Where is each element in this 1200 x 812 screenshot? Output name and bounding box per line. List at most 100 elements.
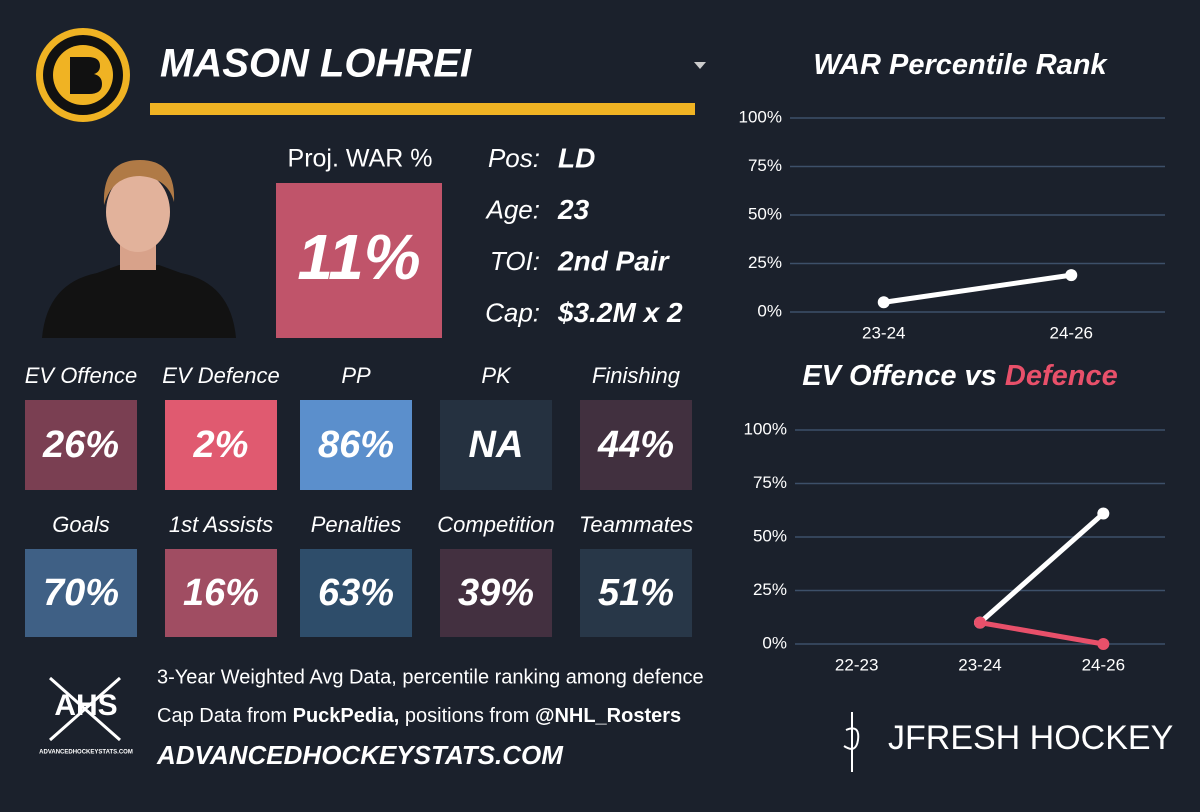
tile-box — [300, 549, 412, 637]
tile-value: 86% — [318, 424, 394, 466]
y-tick-label: 100% — [739, 107, 782, 126]
info-label: Age: — [485, 194, 541, 224]
tile-box — [440, 400, 552, 490]
tile-label: Teammates — [579, 512, 693, 537]
tile-label: PP — [341, 363, 371, 388]
tile-box — [300, 400, 412, 490]
name-underline — [150, 103, 695, 115]
x-tick-label: 22-23 — [835, 655, 878, 674]
credit-part: @NHL_Rosters — [535, 705, 681, 727]
series-line — [979, 620, 1104, 647]
credit-part: positions from — [399, 705, 535, 727]
info-value: 2nd Pair — [557, 245, 671, 276]
charts: WAR Percentile Rank 0% 25% 50% 75% 100% 23-24 2… — [739, 49, 1165, 674]
tile-box — [165, 400, 277, 490]
series-point — [1065, 269, 1078, 282]
chart-title-highlight: Defence — [1005, 360, 1118, 392]
tile-label: Penalties — [311, 512, 402, 537]
tile-value: 70% — [43, 572, 119, 614]
stat-tiles: EV Offence 26% EV Defence 2% PP 86% PK NA Finish… — [25, 363, 693, 637]
info-label: Pos: — [488, 143, 540, 173]
tile-value: 63% — [318, 572, 394, 614]
player-photo — [40, 150, 240, 338]
y-tick-label: 25% — [753, 580, 787, 599]
y-tick-label: 0% — [762, 633, 787, 652]
tile-value: 2% — [193, 424, 249, 466]
series-point — [1097, 507, 1110, 520]
tile-value: 39% — [458, 572, 534, 614]
tile-box — [440, 549, 552, 637]
photo-hair — [103, 160, 175, 205]
tile-label: Finishing — [592, 363, 681, 388]
footer-note: 3-Year Weighted Avg Data, percentile ran… — [157, 666, 704, 688]
footer-credits: Cap Data from PuckPedia, positions from … — [157, 705, 681, 727]
x-tick-label: 23-24 — [958, 655, 1001, 674]
jfresh-brand: JFRESH HOCKEY — [843, 712, 1173, 772]
y-tick-label: 50% — [748, 204, 782, 223]
tile-label: EV Defence — [162, 363, 279, 388]
y-tick-label: 75% — [753, 473, 787, 492]
series-line — [978, 511, 1105, 625]
tile-box — [25, 549, 137, 637]
tile-label: EV Offence — [25, 363, 138, 388]
tile-value: NA — [469, 424, 524, 466]
info-value: 23 — [557, 194, 590, 225]
tile-value: 16% — [183, 572, 259, 614]
logo-mark — [70, 57, 102, 94]
y-tick-label: 50% — [753, 526, 787, 545]
tile-label: 1st Assists — [169, 512, 273, 537]
info-value: $3.2M x 2 — [557, 297, 683, 328]
tile-value: 44% — [597, 424, 674, 466]
footer-site: ADVANCEDHOCKEYSTATS.COM — [156, 740, 564, 770]
photo-jersey — [42, 265, 236, 338]
ahs-logo-sub: ADVANCEDHOCKEYSTATS.COM — [39, 750, 133, 756]
series-point — [974, 616, 986, 629]
chart-title: WAR Percentile Rank — [813, 49, 1108, 81]
series-point — [877, 296, 890, 309]
brand-text: JFRESH HOCKEY — [888, 719, 1173, 757]
chart: WAR Percentile Rank 0% 25% 50% 75% 100% 23-24 2… — [739, 49, 1165, 342]
tile-box — [165, 549, 277, 637]
y-tick-label: 0% — [757, 301, 782, 320]
tile-label: PK — [481, 363, 512, 388]
info-label: Cap: — [485, 297, 540, 327]
team-logo — [36, 28, 130, 122]
proj-war-box — [276, 183, 442, 338]
tile-value: 26% — [42, 424, 119, 466]
credit-part: PuckPedia, — [293, 705, 400, 727]
y-tick-label: 75% — [748, 156, 782, 175]
dropdown-arrow[interactable] — [694, 62, 706, 69]
chart-title-main: EV Offence vs — [802, 360, 997, 392]
x-tick-label: 24-26 — [1050, 323, 1093, 342]
proj-war-label: Proj. WAR % — [288, 145, 433, 173]
ahs-logo-text: AHS — [54, 689, 117, 722]
tile-box — [580, 400, 692, 490]
tile-box — [25, 400, 137, 490]
info-label: TOI: — [490, 246, 540, 276]
player-name: MASON LOHREI — [160, 42, 472, 86]
x-tick-label: 24-26 — [1082, 655, 1125, 674]
photo-face — [106, 172, 170, 252]
series-point — [1097, 638, 1110, 650]
chart: EV Offence vs Defence 0% 25% 50% 75% 100% 22-2… — [744, 360, 1165, 674]
chart-title-main: WAR Percentile Rank — [813, 49, 1108, 81]
tile-label: Competition — [437, 512, 554, 537]
tile-label: Goals — [52, 512, 109, 537]
y-tick-label: 100% — [744, 419, 787, 438]
credit-part: Cap Data from — [157, 705, 293, 727]
proj-war-value: 11% — [297, 221, 420, 293]
tile-value: 51% — [598, 572, 674, 614]
brand-mark — [843, 712, 860, 772]
player-info: Pos: LD Age: 23 TOI: 2nd Pair Cap: $3.2M x 2 — [485, 142, 683, 328]
tile-box — [580, 549, 692, 637]
x-tick-label: 23-24 — [862, 323, 905, 342]
info-value: LD — [558, 142, 595, 173]
logo-sticks — [49, 676, 121, 742]
y-tick-label: 25% — [748, 253, 782, 272]
series-line — [883, 272, 1072, 305]
chart-title: EV Offence vs Defence — [802, 360, 1117, 392]
ahs-logo: AHS ADVANCEDHOCKEYSTATS.COM — [39, 676, 133, 756]
